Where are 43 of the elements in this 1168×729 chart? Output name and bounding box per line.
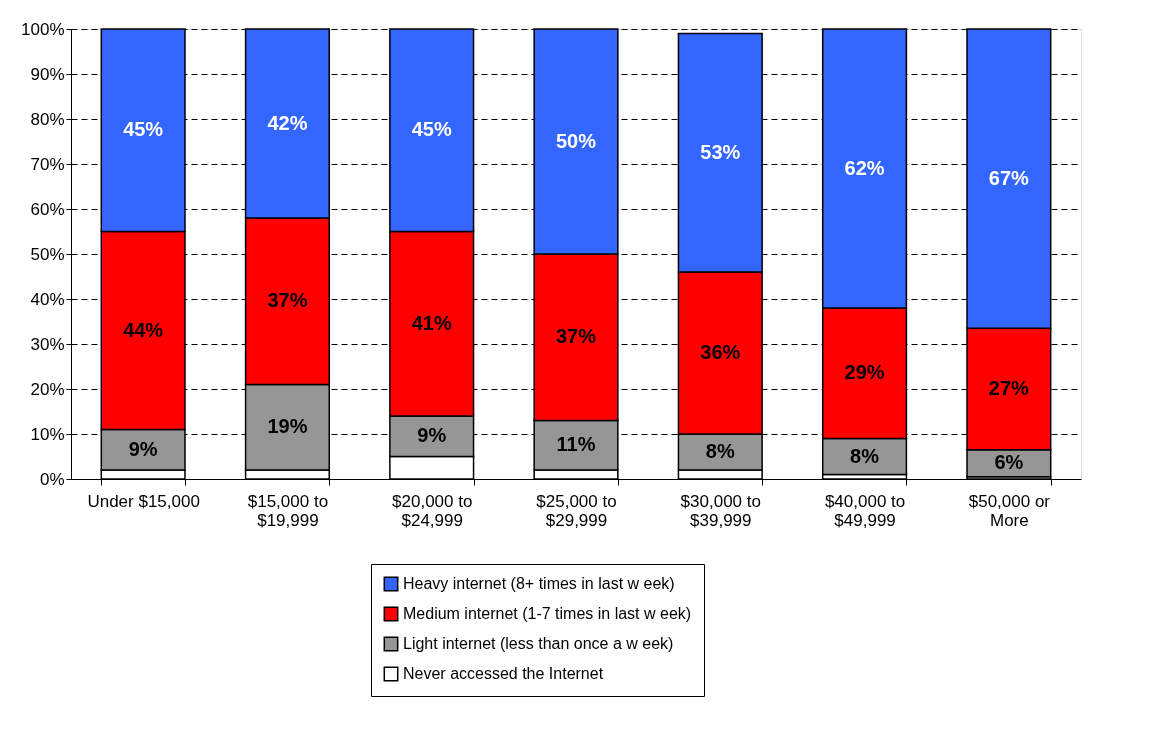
data-label: 53% [700,140,741,163]
data-label: 29% [844,361,885,384]
x-tick-label: Under $15,000 [87,491,200,511]
data-label: 36% [700,341,741,363]
legend-label: Heavy internet (8+ times in last w eek) [403,575,675,592]
y-tick-label: 20% [30,379,65,399]
data-label: 6% [994,451,1024,474]
y-tick-label: 70% [30,154,65,174]
data-label: 41% [411,311,452,334]
data-label: 37% [267,289,308,312]
x-tick-label: $25,000 to $29,999 [536,491,617,530]
x-tick-label: $40,000 to $49,999 [824,491,906,530]
y-tick-label: 50% [30,244,65,264]
data-label: 9% [417,424,447,447]
y-tick-label: 40% [30,289,65,309]
x-tick-label: $30,000 to $39,999 [680,491,761,530]
x-tick-label: $20,000 to $24,999 [392,491,473,530]
data-label: 50% [555,129,597,152]
data-label: 8% [705,440,735,462]
y-tick-label: 60% [30,199,65,219]
data-label: 8% [850,444,880,467]
data-label: 67% [988,166,1030,189]
x-tick-label: $50,000 or More [968,491,1051,530]
data-label: 45% [123,118,164,141]
data-label: 11% [556,433,596,456]
legend-label: Never accessed the Internet [403,665,604,682]
data-label: 44% [123,318,164,341]
y-tick-label: 30% [30,334,65,354]
y-tick-label: 0% [39,469,65,489]
data-label: 45% [411,118,452,141]
y-tick-label: 80% [30,109,65,129]
y-tick-label: 100% [21,19,65,39]
y-tick-label: 10% [30,424,65,444]
data-label: 62% [844,156,885,179]
data-label: 37% [555,325,597,348]
data-label: 19% [267,415,308,438]
x-tick-label: $15,000 to $19,999 [247,491,329,530]
data-label: 42% [267,111,308,134]
legend-label: Medium internet (1-7 times in last w eek) [403,605,692,622]
data-label: 9% [128,437,158,460]
data-label: 27% [988,377,1030,399]
legend-label: Light internet (less than once a w eek) [403,635,674,652]
y-tick-label: 90% [30,64,65,84]
